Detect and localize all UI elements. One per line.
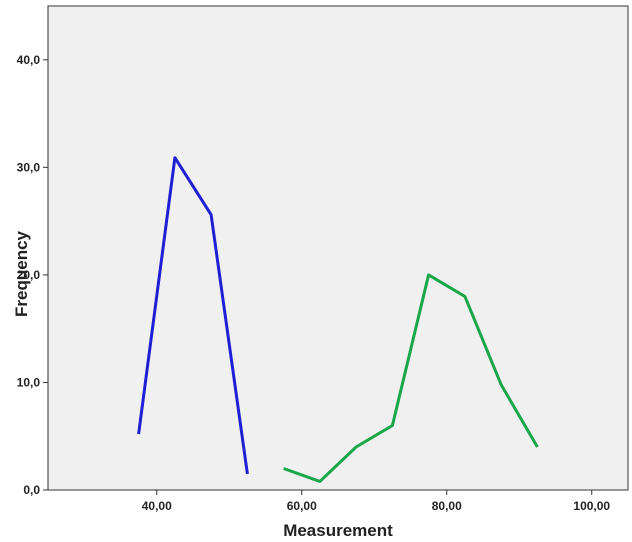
x-tick-label: 100,00 (573, 499, 610, 513)
series-line-1 (137, 156, 249, 475)
x-tick-label: 60,00 (287, 499, 317, 513)
y-tick-label: 10,0 (17, 375, 41, 389)
x-axis-ticks: 40,00 60,00 80,00 100,00 (142, 490, 610, 513)
x-tick-label: 40,00 (142, 499, 172, 513)
y-axis-title: Frequency (12, 230, 31, 317)
y-tick-label: 0,0 (23, 483, 40, 497)
y-axis-ticks: 0,0 10,0 20,0 30,0 40,0 (17, 53, 48, 497)
series-layer (137, 156, 539, 483)
x-axis-title: Measurement (283, 521, 393, 540)
y-tick-label: 30,0 (17, 160, 41, 174)
series-line-2 (283, 273, 539, 483)
y-tick-label: 40,0 (17, 53, 41, 67)
x-tick-label: 80,00 (432, 499, 462, 513)
y-tick-label: 20,0 (17, 268, 41, 282)
plot-area (47, 5, 629, 491)
